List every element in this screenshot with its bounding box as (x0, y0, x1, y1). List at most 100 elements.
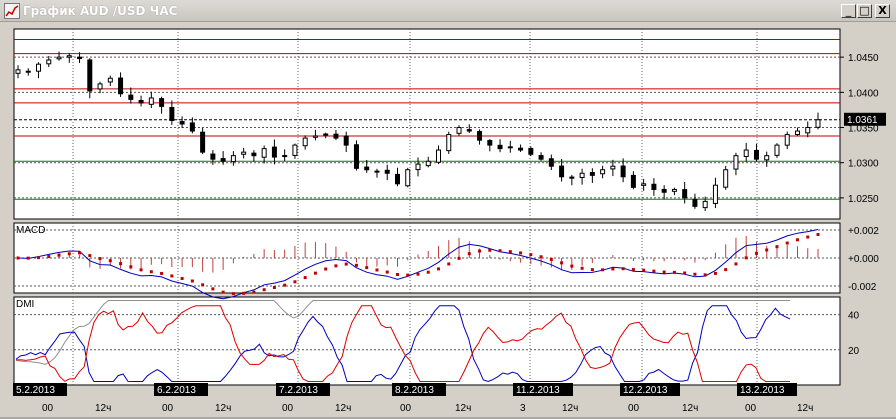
candle-body[interactable] (200, 131, 206, 153)
candle-body[interactable] (312, 135, 318, 138)
candle-body[interactable] (743, 149, 749, 157)
candle-body[interactable] (220, 158, 226, 162)
candle-body[interactable] (87, 59, 93, 92)
candle-body[interactable] (794, 130, 800, 136)
candle-body[interactable] (425, 160, 431, 167)
candle-body[interactable] (682, 189, 688, 199)
candle-body[interactable] (66, 55, 72, 58)
candle-body[interactable] (548, 158, 554, 167)
dmi-panel[interactable] (13, 296, 841, 386)
candle-body[interactable] (764, 155, 770, 161)
candle-body[interactable] (518, 147, 524, 151)
price-panel[interactable] (13, 28, 841, 220)
candle-body[interactable] (77, 56, 83, 60)
adx-line[interactable] (15, 300, 790, 365)
candle-body[interactable] (559, 165, 565, 178)
candle-body[interactable] (169, 107, 175, 121)
candle-body[interactable] (815, 119, 821, 128)
candle-body[interactable] (712, 184, 718, 204)
candle-body[interactable] (271, 146, 277, 158)
candle-body[interactable] (507, 146, 513, 149)
candle-body[interactable] (805, 127, 811, 134)
candle-body[interactable] (641, 183, 647, 186)
candle-body[interactable] (630, 174, 636, 188)
hour-axis-label: 12ч (95, 403, 111, 414)
candle-body[interactable] (128, 94, 134, 100)
candle-body[interactable] (497, 144, 503, 150)
candle-body[interactable] (118, 77, 124, 95)
candle-body[interactable] (466, 129, 472, 132)
candle-body[interactable] (569, 176, 575, 179)
candle-body[interactable] (292, 144, 298, 156)
price-axis-label: 1.0350 (848, 124, 879, 135)
candle-body[interactable] (405, 169, 411, 187)
candle-body[interactable] (353, 144, 359, 169)
candle-body[interactable] (477, 130, 483, 141)
candle-body[interactable] (579, 172, 585, 179)
macd-axis-label: -0.002 (848, 282, 877, 293)
candle-body[interactable] (456, 127, 462, 134)
candle-body[interactable] (148, 97, 154, 105)
candle-body[interactable] (343, 135, 349, 146)
candle-body[interactable] (107, 77, 113, 83)
candle-body[interactable] (620, 165, 626, 178)
candle-body[interactable] (189, 122, 195, 132)
candle-body[interactable] (302, 137, 308, 147)
candle-body[interactable] (610, 165, 616, 170)
candle-body[interactable] (282, 155, 288, 158)
candle-body[interactable] (487, 140, 493, 146)
candle-body[interactable] (241, 151, 247, 155)
close-button[interactable]: X (875, 4, 890, 18)
candle-body[interactable] (415, 163, 421, 171)
candle-body[interactable] (384, 169, 390, 174)
macd-signal-dot (560, 261, 564, 265)
macd-signal-dot (683, 271, 687, 275)
candle-body[interactable] (374, 170, 380, 173)
candle-body[interactable] (97, 83, 103, 90)
candle-body[interactable] (364, 166, 370, 171)
dmi-plus-line[interactable] (15, 305, 791, 383)
candle-body[interactable] (651, 183, 657, 190)
maximize-button[interactable]: □ (857, 4, 872, 18)
candle-body[interactable] (210, 153, 216, 160)
candle-body[interactable] (36, 63, 42, 72)
candle-body[interactable] (528, 147, 534, 155)
macd-signal-dot (631, 268, 635, 272)
candle-body[interactable] (46, 59, 52, 65)
candle-body[interactable] (159, 98, 165, 107)
macd-signal-dot (262, 288, 266, 292)
candle-body[interactable] (333, 133, 339, 139)
candle-body[interactable] (251, 152, 257, 157)
candle-body[interactable] (179, 121, 185, 125)
candle-body[interactable] (138, 99, 144, 104)
candle-body[interactable] (323, 133, 329, 136)
minimize-button[interactable]: _ (841, 4, 856, 18)
candle-body[interactable] (723, 169, 729, 188)
candle-body[interactable] (538, 155, 544, 160)
candle-body[interactable] (436, 149, 442, 163)
candle-body[interactable] (671, 188, 677, 192)
dmi-axis-label: 20 (848, 346, 860, 357)
candle-body[interactable] (784, 134, 790, 146)
candle-body[interactable] (261, 148, 267, 158)
candle-body[interactable] (702, 200, 708, 209)
candle-body[interactable] (774, 144, 780, 156)
macd-signal-dot (426, 270, 430, 274)
candle-body[interactable] (230, 155, 236, 163)
candle-body[interactable] (753, 149, 759, 160)
candle-body[interactable] (692, 198, 698, 207)
macd-signal-dot (57, 253, 61, 257)
macd-signal-dot (416, 272, 420, 276)
dmi-minus-line[interactable] (15, 305, 790, 382)
candle-body[interactable] (733, 155, 739, 170)
candle-body[interactable] (56, 56, 62, 60)
candle-body[interactable] (15, 69, 21, 74)
chart-canvas[interactable]: 1.04501.04001.03501.03001.02501.0361MACD… (0, 23, 896, 419)
candle-body[interactable] (446, 134, 452, 152)
candle-body[interactable] (661, 188, 667, 193)
candle-body[interactable] (600, 169, 606, 175)
candle-body[interactable] (589, 172, 595, 176)
macd-signal-dot (447, 262, 451, 266)
candle-body[interactable] (25, 70, 31, 73)
candle-body[interactable] (394, 173, 400, 185)
